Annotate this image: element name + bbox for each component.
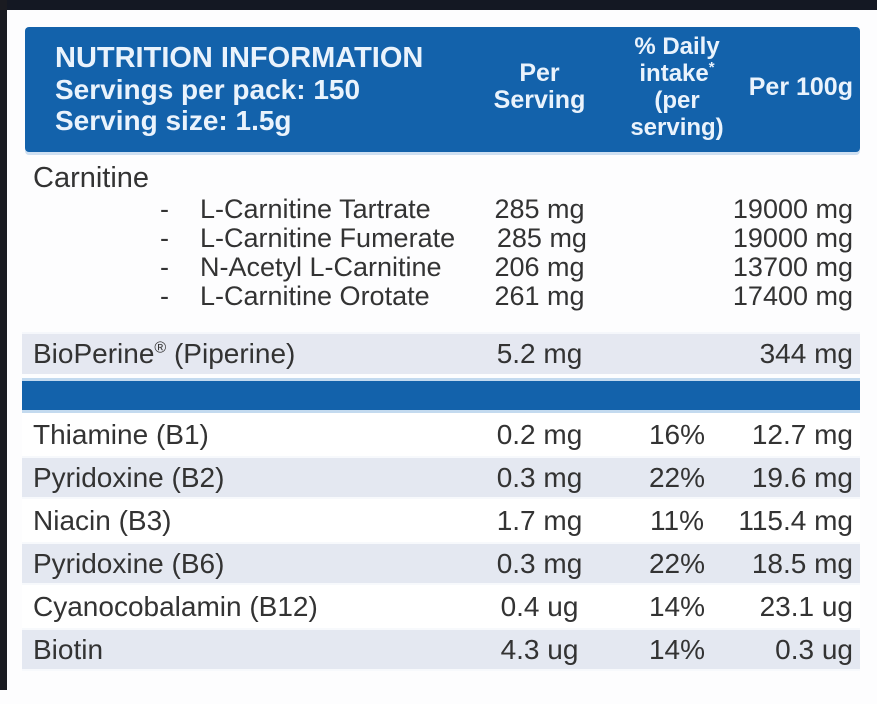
list-dash: - bbox=[160, 223, 169, 253]
per-serving-value: 285 mg bbox=[496, 223, 587, 253]
list-dash: - bbox=[160, 281, 169, 311]
per-100g-value: 23.1 ug bbox=[759, 590, 853, 622]
video-frame-top-edge bbox=[0, 0, 877, 10]
per-100g-value: 13700 mg bbox=[732, 252, 853, 282]
daily-intake-value: 14% bbox=[648, 590, 706, 622]
video-frame-left-edge bbox=[0, 0, 7, 690]
daily-intake-value: 22% bbox=[648, 461, 706, 493]
panel-title: NUTRITION INFORMATION bbox=[55, 42, 424, 74]
per-100g-value: 19000 mg bbox=[732, 223, 853, 253]
ingredient-name: Biotin bbox=[33, 633, 104, 665]
per-serving-value: 0.3 mg bbox=[496, 547, 583, 579]
carnitine-group-label: Carnitine bbox=[33, 162, 150, 194]
per-serving-value: 0.4 ug bbox=[500, 590, 579, 622]
per-100g-value: 12.7 mg bbox=[751, 418, 853, 450]
per-serving-value: 261 mg bbox=[494, 281, 585, 311]
section-divider-bar bbox=[22, 378, 860, 413]
daily-intake-asterisk: * bbox=[708, 59, 715, 76]
per-serving-value: 0.2 mg bbox=[496, 418, 583, 450]
table-row: Niacin (B3) 1.7 mg 11% 115.4 mg bbox=[22, 499, 860, 542]
per-100g-value: 344 mg bbox=[759, 338, 853, 369]
ingredient-name: Pyridoxine (B6) bbox=[33, 547, 225, 579]
column-header-per-serving: Per Serving bbox=[493, 59, 586, 114]
nutrition-header: NUTRITION INFORMATION Servings per pack:… bbox=[25, 27, 860, 152]
daily-intake-value: 16% bbox=[648, 418, 706, 450]
list-dash: - bbox=[160, 194, 169, 224]
table-row: BioPerine® (Piperine) 5.2 mg 344 mg bbox=[22, 332, 860, 374]
ingredient-name: L-Carnitine Tartrate bbox=[200, 194, 431, 224]
per-100g-value: 17400 mg bbox=[732, 281, 853, 311]
table-row: - L-Carnitine Tartrate 285 mg 19000 mg bbox=[22, 194, 860, 224]
ingredient-name: Niacin (B3) bbox=[33, 504, 172, 536]
nutrition-panel: NUTRITION INFORMATION Servings per pack:… bbox=[22, 27, 860, 671]
ingredient-name: N-Acetyl L-Carnitine bbox=[200, 252, 442, 282]
column-header-daily-intake: % Daily intake* (per serving) bbox=[630, 33, 724, 141]
table-row: Thiamine (B1) 0.2 mg 16% 12.7 mg bbox=[22, 413, 860, 456]
table-row: Pyridoxine (B2) 0.3 mg 22% 19.6 mg bbox=[22, 456, 860, 499]
ingredient-name: Thiamine (B1) bbox=[33, 418, 209, 450]
daily-intake-value: 11% bbox=[650, 504, 704, 536]
daily-intake-value: 14% bbox=[648, 633, 706, 665]
header-title-block: NUTRITION INFORMATION Servings per pack:… bbox=[25, 27, 452, 152]
ingredient-name: Pyridoxine (B2) bbox=[33, 461, 225, 493]
ingredient-name: L-Carnitine Orotate bbox=[200, 281, 430, 311]
table-row: Biotin 4.3 ug 14% 0.3 ug bbox=[22, 628, 860, 671]
per-serving-value: 285 mg bbox=[494, 194, 585, 224]
per-serving-value: 5.2 mg bbox=[496, 338, 583, 369]
per-100g-value: 18.5 mg bbox=[751, 547, 853, 579]
per-serving-value: 4.3 ug bbox=[500, 633, 579, 665]
per-serving-value: 0.3 mg bbox=[496, 461, 583, 493]
table-row: Pyridoxine (B6) 0.3 mg 22% 18.5 mg bbox=[22, 542, 860, 585]
per-100g-value: 115.4 mg bbox=[738, 504, 853, 536]
registered-trademark-symbol: ® bbox=[154, 339, 167, 357]
ingredient-name: Cyanocobalamin (B12) bbox=[33, 590, 318, 622]
per-100g-value: 0.3 ug bbox=[775, 633, 853, 665]
list-dash: - bbox=[160, 252, 169, 282]
table-row: - N-Acetyl L-Carnitine 206 mg 13700 mg bbox=[22, 252, 860, 282]
column-header-per-100g: Per 100g bbox=[748, 73, 853, 101]
servings-per-pack: Servings per pack: 150 bbox=[55, 74, 361, 105]
per-100g-value: 19000 mg bbox=[732, 194, 853, 224]
ingredient-name: BioPerine® (Piperine) bbox=[33, 338, 296, 369]
table-row: - L-Carnitine Orotate 261 mg 17400 mg bbox=[22, 281, 860, 311]
daily-intake-value: 22% bbox=[648, 547, 706, 579]
table-row: - L-Carnitine Fumerate 285 mg 19000 mg bbox=[22, 223, 860, 253]
per-serving-value: 206 mg bbox=[494, 252, 585, 282]
ingredient-name: L-Carnitine Fumerate bbox=[200, 223, 456, 253]
table-row: Cyanocobalamin (B12) 0.4 ug 14% 23.1 ug bbox=[22, 585, 860, 628]
per-100g-value: 19.6 mg bbox=[751, 461, 853, 493]
per-serving-value: 1.7 mg bbox=[496, 504, 583, 536]
serving-size: Serving size: 1.5g bbox=[55, 105, 292, 136]
